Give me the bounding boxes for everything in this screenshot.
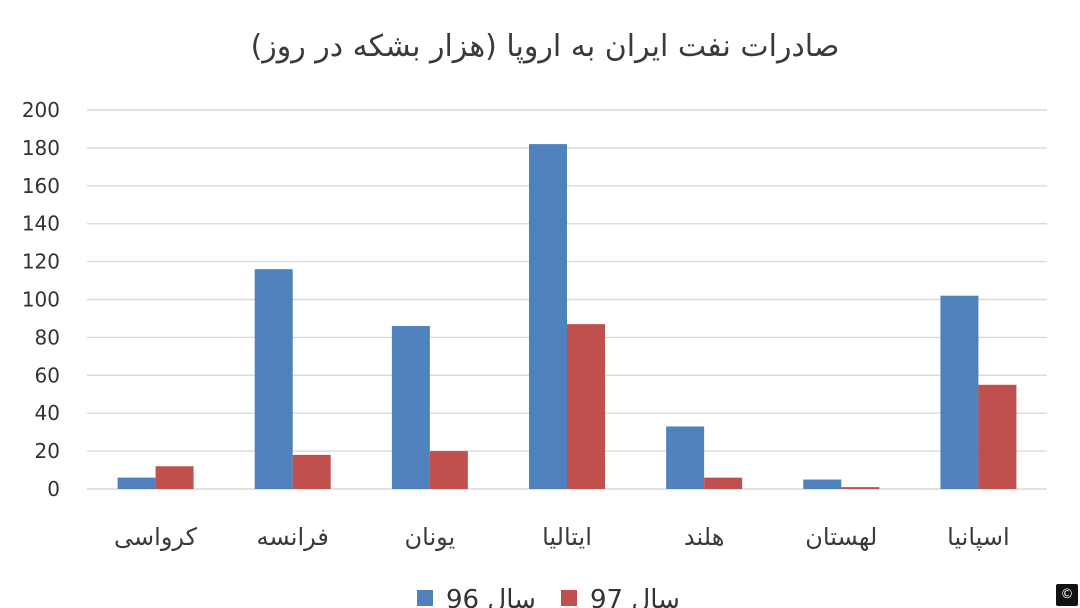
copyright-icon: © — [1056, 584, 1078, 606]
x-tick-label: یونان — [405, 523, 456, 551]
x-tick-label: هلند — [684, 523, 724, 551]
legend-swatch — [417, 590, 433, 606]
x-tick-label: لهستان — [805, 523, 877, 551]
y-tick-label: 60 — [35, 363, 60, 387]
y-tick-label: 120 — [22, 250, 60, 274]
bar-series-2 — [155, 466, 194, 489]
y-tick-label: 20 — [35, 439, 60, 463]
bar-series-1 — [803, 479, 842, 489]
bar-series-2 — [567, 324, 605, 489]
chart-title: صادرات نفت ایران به اروپا (هزار بشکه در … — [251, 29, 840, 64]
bar-series-2 — [704, 477, 743, 489]
y-tick-label: 100 — [22, 288, 60, 312]
y-tick-label: 140 — [22, 212, 60, 236]
legend-swatch — [561, 590, 577, 606]
bar-series-1 — [529, 144, 567, 490]
bar-series-1 — [940, 295, 979, 489]
x-tick-label: اسپانیا — [947, 523, 1010, 551]
legend: سال 96 سال 97 — [417, 585, 680, 608]
y-tick-label: 200 — [22, 98, 60, 122]
bar-series-2 — [978, 384, 1017, 489]
y-tick-label: 40 — [35, 401, 60, 425]
bars — [117, 144, 1017, 490]
x-tick-label: ایتالیا — [542, 523, 592, 551]
bar-series-1 — [117, 477, 156, 489]
y-tick-label: 180 — [22, 136, 60, 160]
y-tick-label: 0 — [47, 477, 60, 501]
bar-series-2 — [292, 454, 331, 489]
bar-series-1 — [391, 326, 430, 489]
x-tick-label: فرانسه — [257, 523, 329, 551]
legend-label: سال 96 — [446, 585, 536, 608]
legend-label: سال 97 — [590, 585, 680, 608]
bar-series-1 — [666, 426, 705, 489]
bar-series-2 — [429, 451, 468, 489]
x-tick-label: کرواسی — [114, 523, 198, 551]
bar-series-1 — [254, 269, 293, 489]
y-tick-label: 80 — [35, 325, 60, 349]
y-tick-label: 160 — [22, 174, 60, 198]
bar-series-2 — [841, 487, 880, 489]
x-axis: کرواسی فرانسه یونان ایتالیا هلند لهستان اسپانی… — [114, 523, 1010, 551]
y-axis: 0 20 40 60 80 100 120 140 160 180 200 — [22, 98, 60, 501]
